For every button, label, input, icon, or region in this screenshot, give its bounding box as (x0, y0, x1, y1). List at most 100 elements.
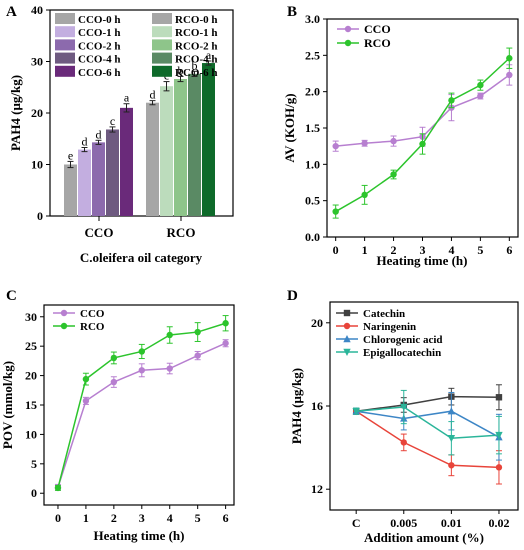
bar-significance-letter: a (124, 91, 130, 105)
panel-b-x-tick-label: 3 (420, 243, 426, 257)
bar (202, 63, 215, 216)
legend-label: RCO (80, 321, 105, 333)
legend-label: RCO-2 h (175, 40, 217, 52)
legend-swatch (152, 13, 172, 24)
bar (92, 142, 105, 216)
panel-a-y-tick-label: 20 (31, 106, 43, 120)
panel-c-x-tick-label: 0 (55, 511, 61, 525)
panel-d-y-tick-label: 12 (311, 482, 323, 496)
bar (64, 164, 77, 216)
panel-b-y-tick-label: 3.0 (305, 12, 320, 26)
data-point (352, 408, 360, 416)
data-point (448, 97, 455, 104)
bar (120, 107, 133, 216)
panel-a-x-tick-label: CCO (85, 225, 114, 240)
data-point (390, 137, 397, 145)
panel-d-x-tick-label: 0.01 (441, 516, 462, 530)
legend-label: RCO (364, 36, 391, 50)
panel-b-y-tick-label: 2.5 (305, 48, 320, 62)
legend-label: CCO-1 h (78, 27, 120, 39)
bar (106, 129, 119, 216)
legend-label: Chlorogenic acid (363, 334, 443, 346)
legend-label: Naringenin (363, 321, 416, 333)
panel-c-y-tick-label: 25 (25, 339, 37, 353)
panel-a-label: A (6, 4, 17, 20)
data-point (222, 320, 229, 327)
panel-d-x-tick-label: 0.02 (488, 516, 509, 530)
bar-significance-letter: b (192, 58, 198, 72)
bar-significance-letter: a (206, 48, 212, 62)
panel-d-y-tick-label: 20 (311, 316, 323, 330)
bar (78, 149, 91, 216)
panel-d-x-tick-label: C (352, 516, 361, 530)
panel-d-y-axis-label: PAH4 (μg/kg) (289, 368, 304, 444)
legend-swatch (152, 65, 172, 77)
panel-c-x-tick-label: 5 (195, 511, 201, 525)
legend-label: RCO-0 h (175, 14, 217, 26)
panel-c-label: C (6, 288, 17, 304)
bar (188, 73, 201, 216)
panel-d-label: D (287, 288, 298, 304)
legend-swatch (55, 65, 75, 77)
legend-label: RCO-6 h (175, 67, 217, 79)
data-point (332, 142, 339, 150)
panel-c-y-tick-label: 5 (31, 457, 37, 471)
legend-label: CCO-0 h (78, 14, 120, 26)
panel-b-y-axis-label: AV (KOH/g) (282, 93, 297, 162)
legend-label: RCO-1 h (175, 27, 217, 39)
data-point (332, 208, 339, 215)
panel-b-x-tick-label: 5 (477, 243, 483, 257)
legend-label: CCO (364, 22, 391, 36)
data-point (400, 403, 408, 412)
data-point (82, 375, 90, 383)
data-point (390, 171, 397, 178)
data-point (194, 328, 201, 336)
panel-c-y-axis-label: POV (mmol/kg) (0, 361, 15, 449)
panel-c-y-tick-label: 10 (25, 427, 37, 441)
legend-marker (343, 322, 351, 330)
data-point (54, 484, 62, 492)
data-point (495, 431, 503, 440)
data-point (477, 81, 484, 89)
series-line (355, 410, 499, 469)
bar-significance-letter: c (110, 114, 115, 128)
panel-c-x-tick-label: 6 (223, 511, 229, 525)
panel-a-x-axis-label: C.oleifera oil category (80, 250, 203, 265)
legend-label: CCO-4 h (78, 54, 120, 66)
panel-d-y-tick-label: 16 (311, 399, 323, 413)
series-line (356, 410, 500, 438)
legend-marker (344, 39, 352, 47)
panel-a-y-tick-label: 40 (31, 3, 43, 17)
data-point (447, 407, 456, 415)
panel-a-y-tick-label: 0 (37, 209, 43, 223)
panel-a-y-tick-label: 30 (31, 55, 43, 69)
panel-b-y-tick-label: 0.5 (305, 194, 320, 208)
panel-b-x-tick-label: 1 (362, 243, 368, 257)
panel-c-y-tick-label: 15 (25, 398, 37, 412)
data-point (495, 394, 503, 401)
panel-b-x-tick-label: 4 (448, 243, 454, 257)
legend-label: CCO (80, 308, 105, 320)
legend-marker (343, 348, 351, 356)
legend-marker (344, 25, 352, 33)
data-point (222, 340, 229, 347)
legend-marker (60, 322, 68, 330)
legend-swatch (152, 39, 172, 51)
legend-swatch (55, 13, 75, 24)
series-line (356, 406, 500, 440)
panel-d-x-tick-label: 0.005 (390, 516, 417, 530)
data-point (166, 331, 173, 339)
panel-b-x-axis-label: Heating time (h) (377, 253, 468, 268)
legend-swatch (55, 52, 75, 64)
series-line (356, 395, 499, 412)
panel-b-x-tick-label: 2 (391, 243, 397, 257)
panel-a-y-tick-label: 10 (31, 158, 43, 172)
bar-significance-letter: d (150, 88, 156, 102)
data-point (110, 378, 118, 386)
panel-c-x-tick-label: 1 (83, 511, 89, 525)
panel-b-label: B (287, 4, 297, 20)
bar-significance-letter: d (82, 135, 88, 149)
bar-significance-letter: b (178, 63, 184, 77)
